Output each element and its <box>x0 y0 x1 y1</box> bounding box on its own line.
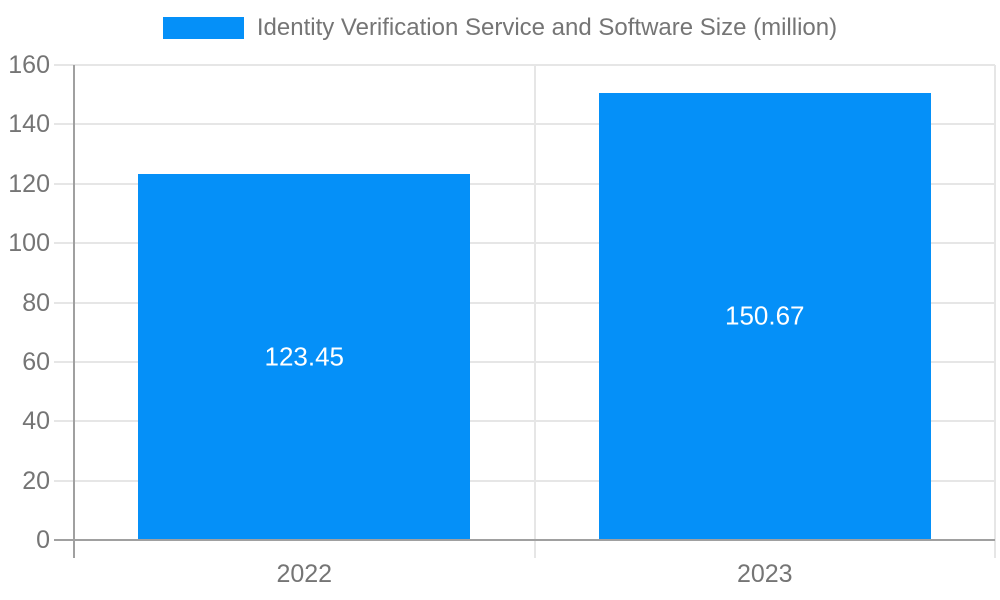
bar-2023[interactable]: 150.67 <box>598 92 931 540</box>
plot-area: 123.45 150.67 <box>54 64 996 558</box>
legend: Identity Verification Service and Softwa… <box>0 14 1000 42</box>
gridline <box>54 242 995 245</box>
bar-value-label: 123.45 <box>264 341 345 372</box>
x-tick-label-2022: 2022 <box>276 560 333 588</box>
legend-label: Identity Verification Service and Softwa… <box>256 14 838 41</box>
gridline <box>54 360 995 363</box>
y-tick-label: 60 <box>22 347 50 376</box>
bar-2022[interactable]: 123.45 <box>138 173 471 540</box>
gridline <box>54 301 995 304</box>
bar-value-label: 150.67 <box>724 300 805 331</box>
y-tick-label: 160 <box>8 51 50 79</box>
y-tick-label: 0 <box>36 526 50 554</box>
x-axis-baseline <box>54 539 995 541</box>
y-tick-label: 100 <box>8 229 50 258</box>
band-separator-line <box>533 65 536 558</box>
y-tick-label: 120 <box>8 169 50 198</box>
y-tick-label: 40 <box>22 407 50 436</box>
x-tick-label-2023: 2023 <box>736 560 793 588</box>
y-tick-label: 80 <box>22 288 50 317</box>
gridline <box>54 64 995 66</box>
gridline <box>54 123 995 126</box>
y-tick-label: 140 <box>8 110 50 139</box>
y-axis-line <box>73 65 75 558</box>
legend-swatch <box>162 17 244 39</box>
gridline <box>54 479 995 482</box>
y-tick-label: 20 <box>22 466 50 495</box>
gridline <box>54 182 995 185</box>
gridline <box>54 420 995 423</box>
plot-right-border <box>994 65 996 558</box>
